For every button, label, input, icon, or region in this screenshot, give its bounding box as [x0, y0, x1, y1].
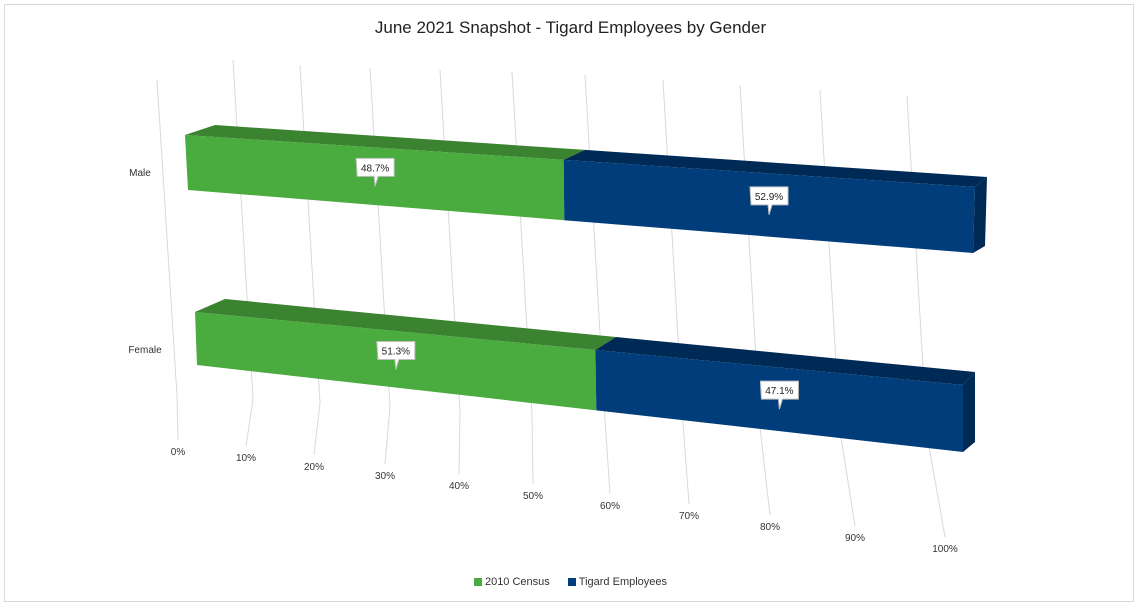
legend-swatch	[473, 578, 482, 587]
data-label-callout	[355, 157, 395, 187]
gridline	[759, 426, 771, 516]
legend-item-employees: Tigard Employees	[567, 576, 668, 588]
data-label-text: 52.9%	[755, 192, 783, 203]
data-label: 47.1%	[759, 380, 799, 410]
x-tick-label: 20%	[304, 462, 324, 473]
data-label-callout	[376, 341, 416, 370]
x-tick-label: 90%	[845, 533, 865, 544]
x-tick-label: 0%	[171, 447, 186, 458]
x-tick-label: 100%	[932, 544, 958, 555]
category-label: Male	[129, 168, 151, 179]
legend: 2010 Census Tigard Employees	[0, 576, 1141, 588]
gridline	[384, 406, 391, 465]
x-tick-label: 10%	[236, 453, 256, 464]
data-label-callout	[749, 186, 789, 216]
bar-side	[973, 177, 987, 253]
x-tick-label: 50%	[523, 491, 543, 502]
gridline	[458, 410, 461, 475]
legend-label: 2010 Census	[484, 576, 550, 588]
bar-top-2010-census	[195, 299, 617, 351]
x-tick-label: 40%	[449, 481, 469, 492]
data-label: 52.9%	[749, 186, 789, 216]
gridline	[156, 79, 178, 396]
data-label-text: 51.3%	[382, 347, 410, 358]
data-label: 51.3%	[376, 341, 416, 370]
gridline	[604, 418, 611, 495]
bar-top-tigard-employees	[563, 149, 987, 187]
bar-top-tigard-employees	[595, 337, 975, 385]
x-tick-label: 60%	[600, 501, 620, 512]
data-label-text: 47.1%	[765, 386, 793, 397]
x-tick-label: 70%	[679, 511, 699, 522]
x-tick-label: 80%	[760, 522, 780, 533]
bar-top-2010-census	[185, 125, 586, 160]
data-label-text: 48.7%	[361, 163, 389, 174]
x-tick-label: 30%	[375, 471, 395, 482]
gridline	[245, 398, 254, 447]
legend-item-census: 2010 Census	[473, 576, 550, 588]
legend-label: Tigard Employees	[578, 576, 668, 588]
bar-side	[963, 372, 975, 452]
gridline	[176, 394, 179, 441]
chart-title: June 2021 Snapshot - Tigard Employees by…	[374, 18, 767, 37]
gridline	[926, 434, 946, 538]
legend-swatch	[567, 578, 576, 587]
gridline	[682, 422, 690, 505]
gridline	[531, 414, 534, 485]
data-label-callout	[759, 380, 799, 410]
gridline	[313, 402, 321, 456]
chart-area	[4, 4, 1134, 602]
category-label: Female	[128, 345, 162, 356]
gridline	[839, 430, 856, 527]
data-label: 48.7%	[355, 157, 395, 187]
